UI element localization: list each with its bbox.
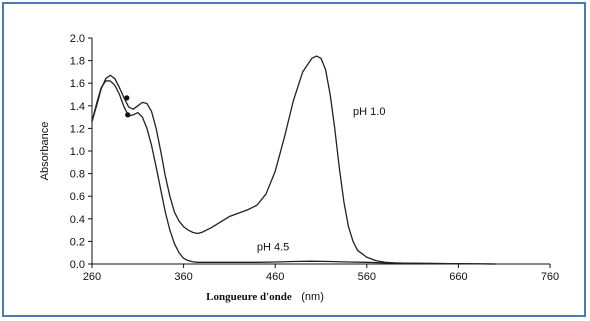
x-tick-label: 560 — [358, 271, 376, 283]
y-axis-label: Absorbance — [39, 122, 51, 181]
y-tick-label: 1.8 — [70, 56, 85, 68]
y-tick-label: 0.6 — [70, 191, 85, 203]
y-tick-label: 1.4 — [70, 101, 85, 113]
axes: 0.0 0.2 0.4 0.6 0.8 1.0 1.2 1.4 1.6 1.8 2.0 260 360 4… — [70, 33, 559, 283]
x-tick-label: 260 — [83, 271, 101, 283]
data-point-marker — [125, 112, 131, 118]
series-annotation: pH 1.0 — [353, 106, 385, 118]
x-axis-label-unit: (nm) — [301, 291, 324, 303]
y-tick-label: 1.0 — [70, 146, 85, 158]
x-axis-label-main: Longueure d'onde — [206, 291, 292, 303]
series-line-ph-4-5 — [91, 80, 496, 265]
x-tick-label: 360 — [174, 271, 192, 283]
x-tick-label: 460 — [266, 271, 284, 283]
y-tick-label: 0.0 — [70, 259, 85, 271]
series-line-ph-1-0 — [91, 55, 496, 265]
x-tick-label: 760 — [541, 271, 559, 283]
y-tick-label: 0.4 — [70, 214, 85, 226]
x-axis-label: Longueure d'onde (nm) — [206, 287, 324, 304]
y-tick-label: 2.0 — [70, 33, 85, 45]
labels-group: Absorbance Longueure d'onde (nm) — [39, 122, 324, 304]
y-tick-label: 0.8 — [70, 169, 85, 181]
y-tick-label: 1.6 — [70, 78, 85, 90]
y-tick-label: 0.2 — [70, 236, 85, 248]
data-point-marker — [124, 95, 130, 101]
series-group: pH 1.0 pH 4.5 — [91, 55, 496, 265]
x-tick-label: 660 — [449, 271, 467, 283]
series-annotation: pH 4.5 — [257, 241, 289, 253]
y-tick-label: 1.2 — [70, 123, 85, 135]
